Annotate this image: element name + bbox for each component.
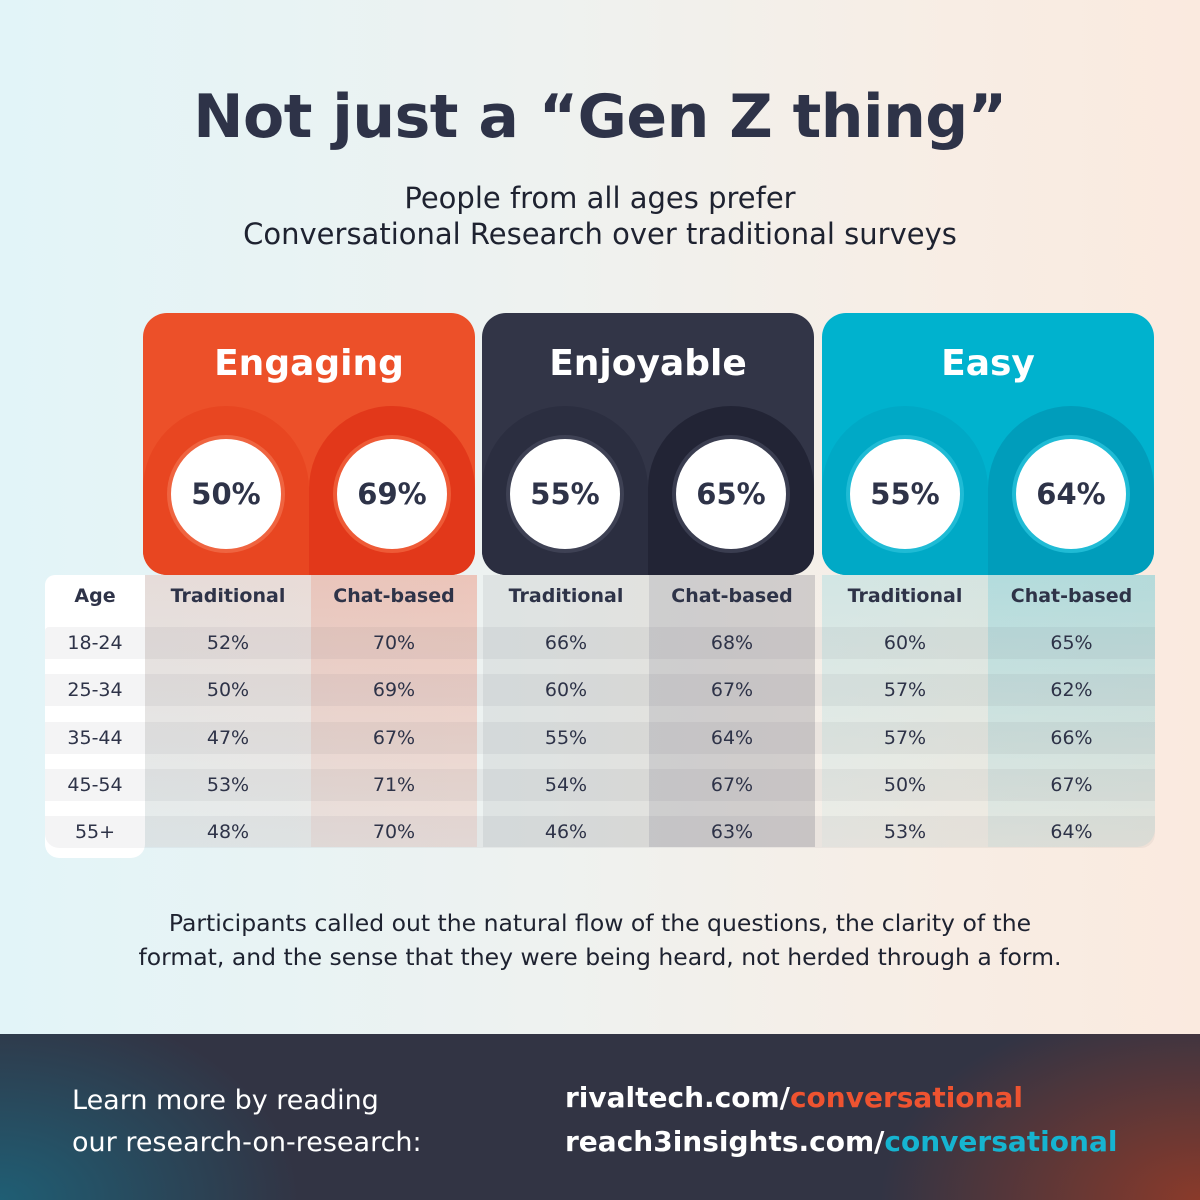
card-engaging: Engaging 50% 69%: [143, 313, 475, 575]
value-cell: 48%: [206, 821, 250, 843]
age-header: Age: [74, 585, 116, 607]
footnote-line-2: format, and the sense that they were bei…: [138, 943, 1062, 971]
link-path: conversational: [789, 1081, 1023, 1114]
value-cell: 57%: [883, 727, 927, 749]
value-cell: 60%: [544, 679, 588, 701]
value-cell: 70%: [372, 632, 416, 654]
footer-cta-line-1: Learn more by reading: [72, 1085, 379, 1116]
subtitle-line-1: People from all ages prefer: [404, 181, 796, 215]
card-title: Engaging: [214, 343, 404, 384]
footnote-text: Participants called out the natural flow…: [0, 906, 1200, 974]
col-header-chat: Chat-based: [1010, 585, 1133, 607]
value-cell: 68%: [710, 632, 754, 654]
easy-chat-col-bg: [988, 575, 1155, 847]
age-cell: 55+: [74, 821, 116, 843]
value-cell: 63%: [710, 821, 754, 843]
card-title: Enjoyable: [549, 343, 747, 384]
stat-circle-chat: 64%: [1016, 439, 1126, 549]
subtitle-line-2: Conversational Research over traditional…: [243, 217, 957, 251]
value-cell: 57%: [883, 679, 927, 701]
value-cell: 53%: [883, 821, 927, 843]
value-cell: 70%: [372, 821, 416, 843]
footer-links: rivaltech.com/conversational reach3insig…: [565, 1076, 1117, 1164]
card-enjoyable: Enjoyable 55% 65%: [482, 313, 814, 575]
col-header-traditional: Traditional: [170, 585, 286, 607]
enjoyable-chat-col-bg: [649, 575, 815, 847]
footer-cta: Learn more by reading our research-on-re…: [72, 1080, 422, 1164]
value-cell: 66%: [544, 632, 588, 654]
value-cell: 64%: [710, 727, 754, 749]
page-title: Not just a “Gen Z thing”: [193, 82, 1007, 152]
link-path: conversational: [884, 1125, 1118, 1158]
engaging-trad-col-bg: [145, 575, 311, 847]
row-band: [45, 722, 1155, 754]
value-cell: 50%: [206, 679, 250, 701]
easy-trad-col-bg: [822, 575, 988, 847]
value-cell: 67%: [710, 774, 754, 796]
col-header-traditional: Traditional: [847, 585, 963, 607]
link-base: rivaltech.com/: [565, 1081, 790, 1114]
stat-circle-chat: 65%: [676, 439, 786, 549]
value-cell: 52%: [206, 632, 250, 654]
value-cell: 71%: [372, 774, 416, 796]
row-band: [45, 627, 1155, 659]
row-band: [45, 674, 1155, 706]
value-cell: 67%: [372, 727, 416, 749]
value-cell: 66%: [1050, 727, 1093, 749]
value-cell: 62%: [1050, 679, 1093, 701]
value-cell: 55%: [544, 727, 588, 749]
card-title: Easy: [941, 343, 1035, 384]
value-cell: 64%: [1050, 821, 1093, 843]
stat-circle-traditional: 55%: [850, 439, 960, 549]
value-cell: 54%: [544, 774, 588, 796]
row-band: [45, 769, 1155, 801]
stat-circle-chat: 69%: [337, 439, 447, 549]
row-band: [45, 816, 1155, 848]
page-subtitle: People from all ages prefer Conversation…: [0, 180, 1200, 252]
stat-circle-traditional: 55%: [510, 439, 620, 549]
value-cell: 53%: [206, 774, 250, 796]
value-cell: 60%: [883, 632, 927, 654]
engaging-chat-col-bg: [311, 575, 477, 847]
stat-circle-traditional: 50%: [171, 439, 281, 549]
link-rivaltech[interactable]: rivaltech.com/conversational: [565, 1076, 1117, 1120]
footer-banner: Learn more by reading our research-on-re…: [0, 1034, 1200, 1200]
footnote-line-1: Participants called out the natural flow…: [168, 909, 1032, 937]
value-cell: 67%: [710, 679, 754, 701]
age-cell: 35-44: [67, 727, 123, 749]
value-cell: 67%: [1050, 774, 1093, 796]
value-cell: 46%: [544, 821, 588, 843]
link-base: reach3insights.com/: [565, 1125, 885, 1158]
age-column-bg: [45, 575, 145, 858]
card-easy: Easy 55% 64%: [822, 313, 1154, 575]
value-cell: 47%: [206, 727, 250, 749]
value-cell: 50%: [883, 774, 927, 796]
enjoyable-trad-col-bg: [483, 575, 649, 847]
value-cell: 69%: [372, 679, 416, 701]
link-reach3insights[interactable]: reach3insights.com/conversational: [565, 1120, 1117, 1164]
col-header-chat: Chat-based: [333, 585, 455, 607]
value-cell: 65%: [1050, 632, 1093, 654]
footer-cta-line-2: our research-on-research:: [72, 1127, 422, 1158]
age-cell: 18-24: [67, 632, 123, 654]
age-cell: 45-54: [67, 774, 123, 796]
col-header-chat: Chat-based: [671, 585, 793, 607]
age-cell: 25-34: [67, 679, 123, 701]
col-header-traditional: Traditional: [508, 585, 624, 607]
